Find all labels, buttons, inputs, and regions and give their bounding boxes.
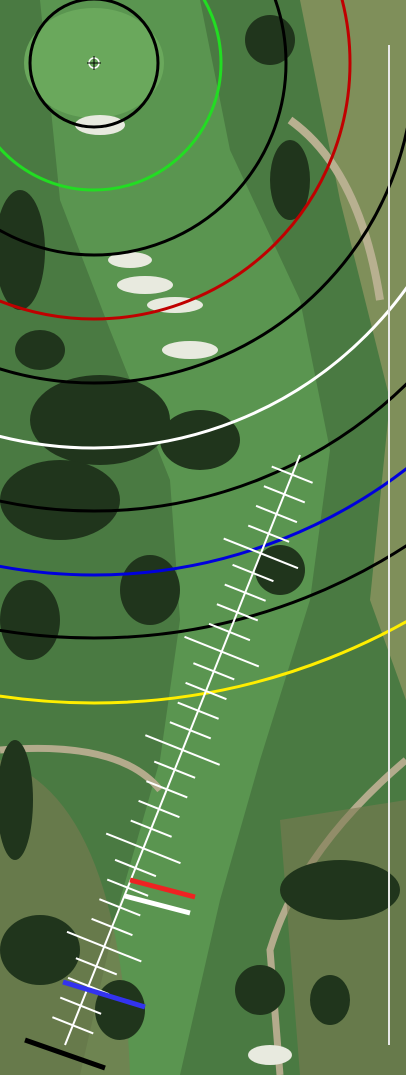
dry-area [300, 0, 406, 700]
ring [28, 0, 160, 129]
tee-black [24, 1037, 106, 1071]
ladder-tick [114, 858, 157, 878]
ring [0, 466, 406, 577]
ring [0, 126, 406, 385]
ladder-tick [184, 635, 260, 668]
ladder-tick [169, 721, 212, 740]
ring [0, 544, 406, 640]
distance-rings [0, 0, 406, 705]
ladder-tick [146, 780, 188, 799]
ring [0, 382, 406, 513]
ladder-tick [138, 799, 180, 819]
ring [0, 620, 406, 705]
ladder-tick [130, 819, 172, 838]
ladder-tick [271, 465, 313, 484]
ladder-tick [91, 917, 133, 937]
ladder-tick [105, 832, 181, 865]
ladder-tick [106, 878, 149, 897]
ladder-tick [247, 524, 290, 543]
ladder-tick [223, 537, 299, 570]
ladder-tick [185, 681, 227, 701]
ring [0, 285, 406, 450]
fairway [40, 0, 330, 1075]
ring [0, 0, 352, 321]
ladder-tick [224, 583, 266, 602]
ring [0, 0, 223, 192]
ladder-tick [153, 760, 196, 779]
cart-path [287, 116, 384, 301]
ladder-tick [216, 603, 259, 622]
ladder-tick [59, 996, 102, 1015]
ladder-tick [144, 734, 221, 766]
trees [0, 15, 400, 1040]
tee-markers [24, 877, 196, 1071]
ladder-tick [99, 898, 141, 917]
tee-blue [62, 979, 146, 1010]
ladder-tick [177, 701, 219, 720]
ladder-tick [263, 485, 306, 504]
tee-red [129, 877, 196, 900]
pin-marker [87, 56, 101, 70]
ladder-tick [255, 504, 298, 524]
ladder-tick [193, 662, 235, 681]
tee-white [124, 893, 191, 916]
ladder-tick [208, 622, 251, 642]
ladder-tick [66, 930, 142, 963]
ladder-tick [232, 563, 274, 583]
ring [0, 0, 288, 257]
ladder-tick [75, 957, 118, 976]
ladder-tick [52, 1016, 94, 1035]
